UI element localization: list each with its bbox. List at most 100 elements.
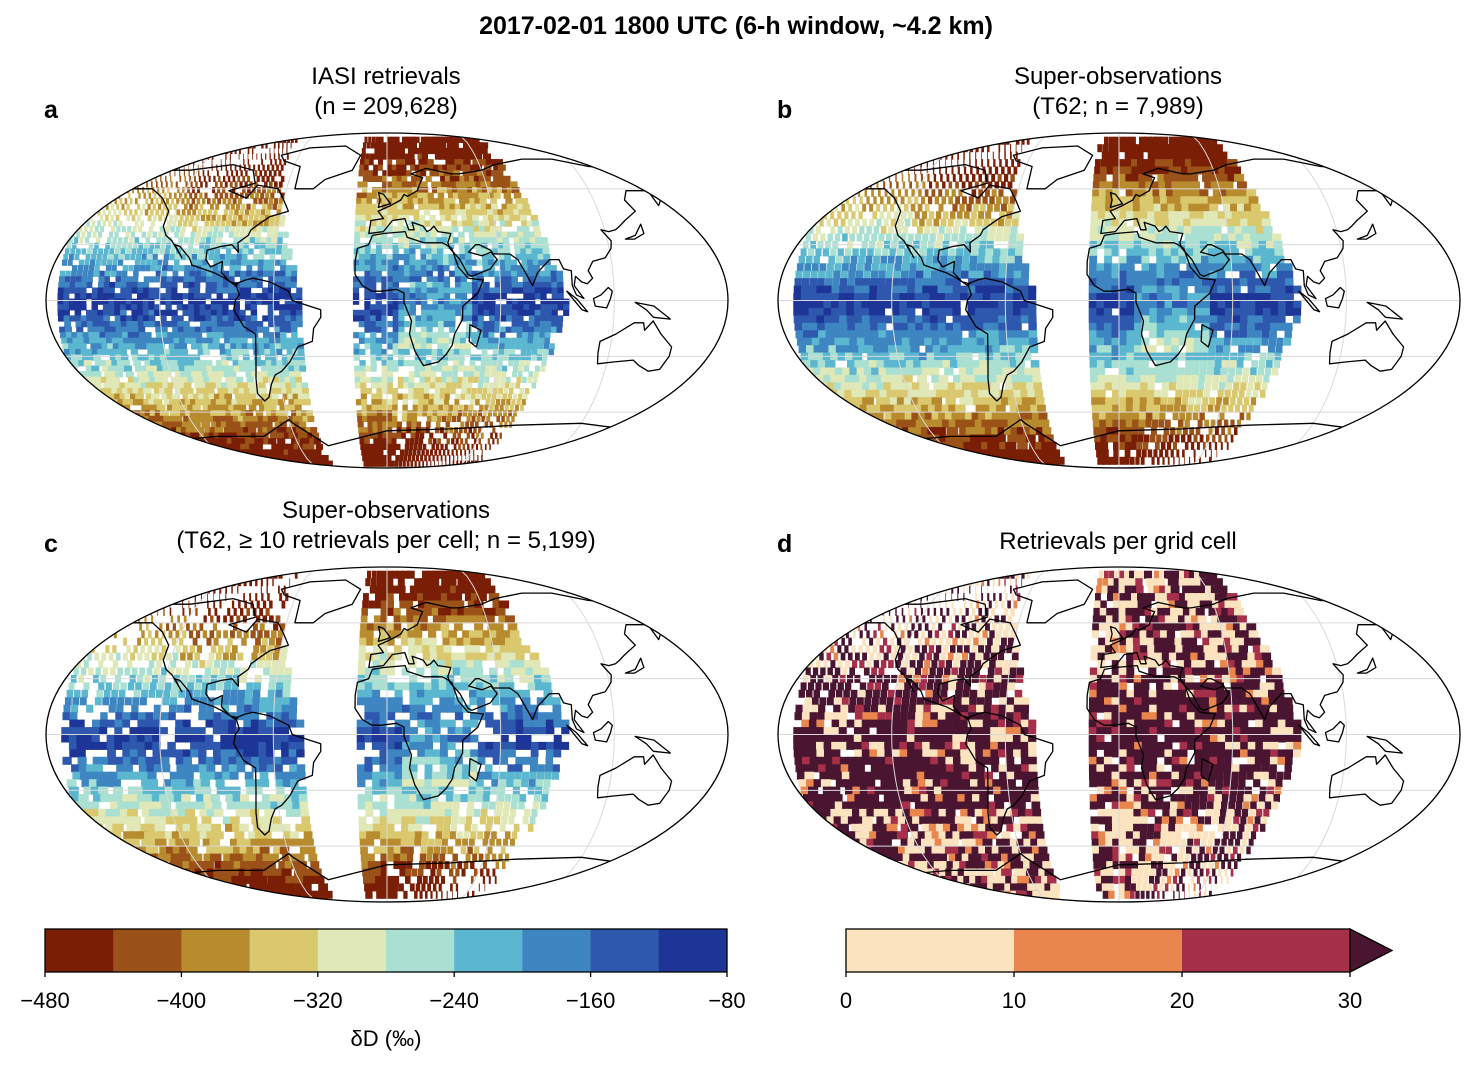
grid-cell [926, 166, 928, 175]
grid-cell [279, 376, 286, 383]
grid-cell [843, 255, 850, 264]
grid-cell [1005, 136, 1010, 145]
grid-cell [1187, 300, 1196, 309]
grid-cell [1104, 218, 1113, 227]
grid-cell [279, 332, 287, 339]
grid-cell [1255, 293, 1264, 302]
grid-cell [802, 278, 810, 287]
grid-cell [290, 315, 297, 322]
grid-cell [129, 443, 143, 450]
grid-cell [503, 388, 509, 395]
grid-cell [1246, 263, 1255, 272]
grid-cell [433, 164, 440, 171]
grid-cell [498, 410, 502, 417]
grid-cell [274, 220, 280, 227]
grid-cell [247, 220, 253, 227]
grid-cell [127, 399, 137, 406]
grid-cell [94, 226, 99, 233]
grid-cell [468, 449, 471, 456]
grid-cell [473, 376, 479, 383]
grid-cell [356, 198, 362, 205]
grid-cell [265, 410, 274, 417]
grid-cell [283, 432, 292, 439]
grid-cell [823, 293, 832, 302]
grid-cell [423, 209, 431, 216]
grid-cell [464, 248, 472, 255]
grid-cell [154, 354, 162, 361]
grid-cell [387, 421, 393, 428]
grid-cell [375, 354, 383, 361]
grid-cell [478, 220, 485, 227]
grid-cell [181, 226, 186, 233]
grid-cell [270, 214, 275, 222]
grid-cell [432, 187, 439, 194]
grid-cell [184, 337, 192, 344]
grid-cell [167, 220, 172, 227]
grid-cell [458, 443, 461, 450]
grid-cell [816, 211, 820, 220]
grid-cell [227, 142, 232, 149]
grid-cell [131, 287, 138, 294]
grid-cell [456, 382, 462, 389]
grid-cell [1113, 159, 1120, 168]
grid-cell [368, 170, 374, 177]
grid-cell [484, 443, 487, 450]
grid-cell [1224, 285, 1234, 294]
grid-cell [497, 242, 505, 249]
grid-cell [371, 460, 377, 467]
grid-cell [423, 198, 430, 205]
grid-cell [150, 220, 155, 227]
grid-cell [1002, 233, 1010, 242]
grid-cell [426, 415, 432, 423]
grid-cell [1252, 248, 1262, 257]
grid-cell [1020, 278, 1029, 287]
grid-cell [364, 242, 371, 249]
grid-cell [976, 263, 985, 272]
grid-cell [437, 438, 441, 445]
grid-cell [1149, 263, 1158, 272]
grid-cell [132, 321, 139, 328]
grid-cell [424, 220, 431, 227]
grid-cell [1175, 211, 1184, 220]
grid-cell [1125, 159, 1132, 168]
grid-cell [1093, 173, 1100, 182]
grid-cell [196, 388, 204, 395]
grid-cell [892, 285, 900, 294]
grid-cell [471, 337, 478, 344]
coastline-south-america [233, 277, 322, 402]
grid-cell [421, 181, 428, 188]
grid-cell [978, 136, 985, 145]
grid-cell [263, 220, 269, 227]
grid-cell [392, 198, 398, 205]
grid-cell [808, 248, 815, 257]
grid-cell [844, 226, 850, 235]
grid-cell [187, 248, 193, 255]
grid-cell [445, 159, 453, 166]
grid-cell [443, 287, 451, 294]
grid-cell [192, 455, 208, 462]
grid-cell [793, 285, 802, 294]
grid-cell [489, 220, 496, 227]
grid-cell [226, 170, 229, 177]
grid-cell [411, 181, 418, 188]
grid-cell [446, 376, 452, 383]
grid-cell [352, 293, 360, 300]
grid-cell [858, 255, 865, 264]
grid-cell [256, 175, 260, 182]
grid-cell [944, 293, 953, 302]
grid-cell [879, 263, 887, 272]
grid-cell [187, 354, 195, 361]
grid-cell [83, 360, 92, 367]
grid-cell [432, 309, 439, 316]
grid-cell [998, 144, 1001, 153]
grid-cell [123, 209, 127, 216]
grid-cell [494, 376, 500, 383]
grid-cell [1230, 248, 1239, 257]
grid-cell [278, 170, 282, 177]
grid-cell [391, 421, 398, 428]
grid-cell [424, 388, 430, 395]
grid-cell [76, 354, 85, 361]
grid-cell [197, 164, 199, 171]
grid-cell [195, 410, 204, 417]
grid-cell [217, 147, 220, 155]
